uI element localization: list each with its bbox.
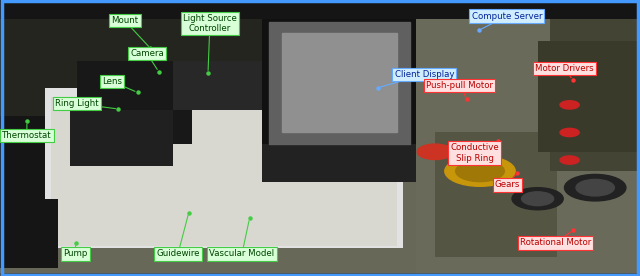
Circle shape: [417, 144, 453, 160]
Circle shape: [560, 101, 579, 109]
Bar: [550, 19, 640, 171]
Bar: [173, 61, 262, 110]
Circle shape: [560, 156, 579, 164]
Bar: [538, 41, 640, 152]
Bar: [0, 116, 45, 213]
Text: Rotational Motor: Rotational Motor: [520, 238, 591, 247]
Text: Client Display: Client Display: [395, 70, 454, 79]
Text: Vascular Model: Vascular Model: [209, 250, 275, 258]
Text: Compute Server: Compute Server: [472, 12, 542, 20]
Bar: [262, 144, 416, 182]
Bar: [435, 132, 557, 257]
Circle shape: [456, 161, 504, 182]
Circle shape: [445, 156, 515, 186]
Bar: [51, 97, 397, 246]
Bar: [45, 88, 403, 248]
Text: Push-pull Motor: Push-pull Motor: [426, 81, 493, 90]
Bar: [416, 19, 640, 273]
Bar: [0, 0, 640, 22]
Text: Ring Light: Ring Light: [55, 99, 99, 108]
Circle shape: [512, 188, 563, 210]
Text: Motor Drivers: Motor Drivers: [535, 64, 594, 73]
Circle shape: [560, 128, 579, 137]
Text: Mount: Mount: [111, 16, 138, 25]
Text: Light Source
Controller: Light Source Controller: [183, 14, 237, 33]
Bar: [77, 61, 192, 144]
Circle shape: [564, 174, 626, 201]
Text: Thermostat: Thermostat: [2, 131, 52, 140]
Bar: [70, 110, 173, 166]
Bar: [262, 19, 416, 179]
Text: Lens: Lens: [102, 77, 122, 86]
Bar: [269, 22, 410, 144]
Bar: [269, 22, 410, 144]
Text: Conductive
Slip Ring: Conductive Slip Ring: [451, 144, 499, 163]
Bar: [282, 33, 397, 132]
Text: Camera: Camera: [131, 49, 164, 58]
Text: Gears: Gears: [495, 181, 520, 189]
Bar: [0, 199, 58, 268]
Circle shape: [522, 192, 554, 206]
Circle shape: [576, 179, 614, 196]
Bar: [0, 19, 282, 171]
Text: Guidewire: Guidewire: [156, 250, 200, 258]
Text: Pump: Pump: [63, 250, 88, 258]
